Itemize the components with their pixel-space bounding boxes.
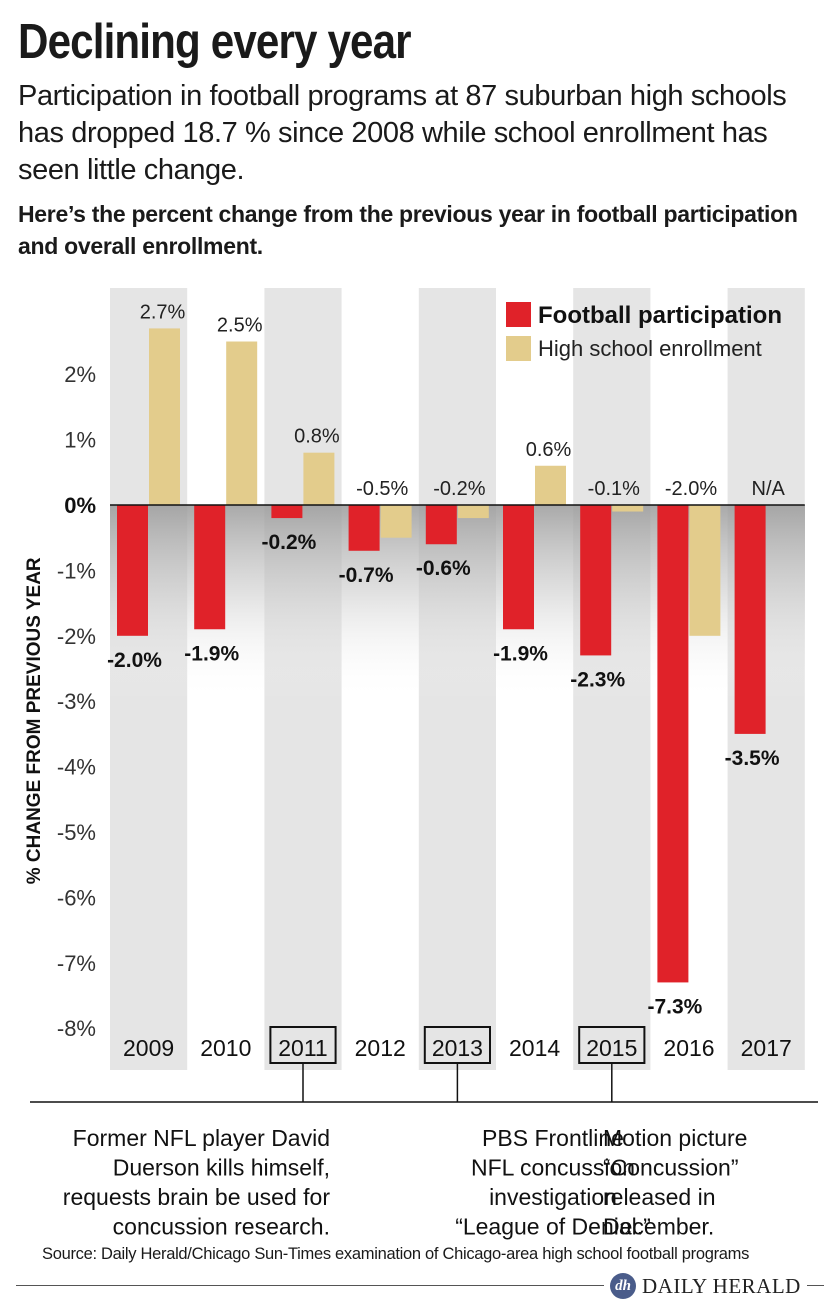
enrollment-label-2012: -0.5% <box>356 478 408 500</box>
football-bar-2010 <box>194 505 226 630</box>
y-tick-label: 2% <box>64 362 96 387</box>
y-tick-label: 1% <box>64 428 96 453</box>
annotation-line-2015: “Concussion” <box>603 1155 739 1181</box>
legend-swatch-football <box>506 302 531 327</box>
annotation-line-2011: requests brain be used for <box>63 1184 331 1210</box>
football-bar-2014 <box>503 505 534 630</box>
annotation-line-2011: Duerson kills himself, <box>113 1155 330 1181</box>
enrollment-bar-2012 <box>380 505 412 538</box>
enrollment-bar-2016 <box>689 505 721 636</box>
football-label-2010: -1.9% <box>184 642 239 665</box>
football-label-2017: -3.5% <box>725 747 780 770</box>
x-tick-label-2015: 2015 <box>586 1035 637 1061</box>
annotation-line-2015: released in <box>603 1184 716 1210</box>
publisher-name: DAILY HERALD <box>642 1273 801 1298</box>
football-bar-2011 <box>271 505 303 519</box>
y-tick-label: -2% <box>57 624 96 649</box>
x-tick-label-2011: 2011 <box>278 1035 327 1061</box>
enrollment-label-2013: -0.2% <box>433 478 485 500</box>
enrollment-label-2017: N/A <box>752 478 786 500</box>
y-tick-label: -3% <box>57 689 96 714</box>
y-tick-label: -8% <box>57 1016 96 1041</box>
x-tick-label-2013: 2013 <box>432 1035 483 1061</box>
source-note: Source: Daily Herald/Chicago Sun-Times e… <box>42 1245 750 1263</box>
y-axis-title: % CHANGE FROM PREVIOUS YEAR <box>24 557 45 884</box>
football-bar-2009 <box>117 505 148 636</box>
enrollment-bar-2010 <box>226 341 258 505</box>
x-tick-label-2010: 2010 <box>200 1035 251 1061</box>
y-tick-label: -4% <box>57 755 96 780</box>
football-label-2009: -2.0% <box>107 649 162 672</box>
enrollment-label-2010: 2.5% <box>217 315 263 337</box>
annotation-line-2013: investigation <box>489 1184 617 1210</box>
publisher-logo: dh DAILY HERALD <box>604 1271 807 1301</box>
negative-zone-shading <box>110 505 805 700</box>
chart-description: Here’s the percent change from the previ… <box>18 201 798 259</box>
enrollment-bar-2009 <box>149 328 180 505</box>
football-bar-2013 <box>425 505 457 545</box>
football-label-2014: -1.9% <box>493 642 548 665</box>
football-label-2015: -2.3% <box>570 668 625 691</box>
annotation-line-2015: Motion picture <box>603 1125 747 1151</box>
annotation-line-2013: “League of Denial.” <box>455 1214 651 1240</box>
bar-chart: 2% 1% 0% -1% -2% -3% -4% -5% -6% -7% -8% -2.0% 2.7%… <box>24 288 818 1240</box>
football-bar-2017 <box>734 505 766 734</box>
annotation-line-2013: PBS Frontline <box>482 1125 624 1151</box>
football-bar-2012 <box>348 505 380 551</box>
x-tick-label-2016: 2016 <box>663 1035 714 1061</box>
annotation-line-2013: NFL concussion <box>471 1155 635 1181</box>
chart-title: Declining every year <box>18 15 412 69</box>
football-label-2013: -0.6% <box>416 557 471 580</box>
legend-label-enrollment: High school enrollment <box>538 336 762 361</box>
enrollment-label-2015: -0.1% <box>588 478 640 500</box>
annotation-line-2011: concussion research. <box>113 1214 330 1240</box>
enrollment-bar-2014 <box>535 465 566 505</box>
football-label-2016: -7.3% <box>647 995 702 1018</box>
enrollment-bar-2011 <box>303 452 335 505</box>
football-label-2012: -0.7% <box>339 564 394 587</box>
annotation-line-2011: Former NFL player David <box>73 1125 330 1151</box>
dh-logo-icon: dh <box>610 1273 636 1299</box>
enrollment-bar-2015 <box>612 505 644 512</box>
football-label-2011: -0.2% <box>261 531 316 554</box>
y-tick-label: -1% <box>57 558 96 583</box>
annotation-line-2015: December. <box>603 1214 714 1240</box>
y-tick-label: -5% <box>57 820 96 845</box>
y-tick-label: 0% <box>64 493 96 518</box>
enrollment-bar-2013 <box>457 505 489 519</box>
football-bar-2016 <box>657 505 689 983</box>
x-tick-label-2012: 2012 <box>355 1035 406 1061</box>
legend-label-football: Football participation <box>538 302 782 329</box>
legend-swatch-enrollment <box>506 336 531 361</box>
y-tick-label: -6% <box>57 885 96 910</box>
enrollment-label-2016: -2.0% <box>665 478 717 500</box>
y-tick-label: -7% <box>57 951 96 976</box>
footer-rule <box>16 1285 824 1286</box>
football-bar-2015 <box>580 505 612 656</box>
chart-subtitle: Participation in football programs at 87… <box>18 80 787 186</box>
enrollment-label-2014: 0.6% <box>526 439 572 461</box>
enrollment-label-2009: 2.7% <box>140 301 186 323</box>
enrollment-label-2011: 0.8% <box>294 426 340 448</box>
x-tick-label-2014: 2014 <box>509 1035 560 1061</box>
x-tick-label-2017: 2017 <box>741 1035 792 1061</box>
x-tick-label-2009: 2009 <box>123 1035 174 1061</box>
